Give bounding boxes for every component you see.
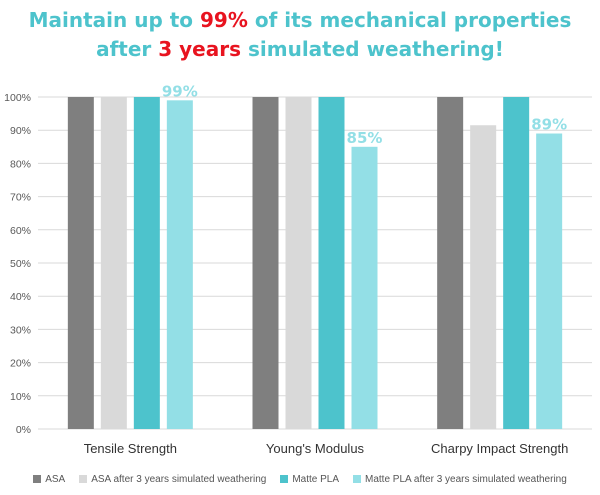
title-text: Maintain up to	[28, 8, 201, 32]
bar	[536, 133, 563, 429]
y-tick-label: 10%	[10, 391, 31, 403]
x-category-label: Charpy Impact Strength	[431, 441, 568, 456]
legend-item: Matte PLA after 3 years simulated weathe…	[353, 474, 567, 485]
legend-label: ASA	[45, 473, 66, 485]
y-tick-label: 80%	[10, 158, 31, 170]
y-tick-label: 30%	[10, 324, 31, 336]
title-highlight: 3 years	[158, 37, 242, 61]
y-tick-label: 0%	[16, 424, 31, 436]
y-tick-label: 70%	[10, 192, 31, 204]
legend-swatch	[79, 475, 88, 483]
legend-item: ASA	[33, 474, 65, 485]
bar	[100, 97, 127, 429]
legend-label: Matte PLA after 3 years simulated weathe…	[365, 473, 567, 485]
y-tick-label: 90%	[10, 125, 31, 137]
data-label: 99%	[162, 82, 198, 100]
data-label: 85%	[347, 129, 383, 147]
legend-swatch	[33, 475, 42, 483]
legend-swatch	[353, 475, 362, 483]
legend-item: Matte PLA	[280, 474, 339, 485]
title-highlight: 99%	[200, 8, 248, 32]
legend-label: ASA after 3 years simulated weathering	[91, 473, 267, 485]
y-tick-label: 50%	[10, 258, 31, 270]
legend-label: Matte PLA	[292, 473, 340, 485]
title-text: simulated weathering!	[241, 37, 504, 61]
legend-item: ASA after 3 years simulated weathering	[79, 474, 266, 485]
bar	[285, 97, 312, 429]
bar-chart: 0% 10% 20% 30% 40% 50% 60% 70% 80% 90% 100% 99% Tens…	[4, 82, 592, 456]
bar	[503, 97, 530, 429]
bar	[252, 97, 279, 429]
bar	[437, 97, 464, 429]
title-text: after	[96, 37, 159, 61]
y-tick-label: 20%	[10, 358, 31, 370]
legend-swatch	[280, 475, 289, 483]
y-tick-label: 40%	[10, 291, 31, 303]
bar	[166, 100, 193, 429]
bar	[351, 146, 378, 430]
bar	[133, 97, 160, 429]
legend: ASA ASA after 3 years simulated weatherin…	[0, 472, 600, 486]
bar	[318, 97, 345, 429]
data-label: 89%	[531, 116, 567, 134]
chart-title: Maintain up to 99% of its mechanical pro…	[0, 6, 600, 64]
x-category-label: Young's Modulus	[266, 441, 365, 456]
title-text: of its mechanical properties	[247, 8, 572, 32]
y-tick-label: 100%	[4, 92, 31, 104]
bar	[470, 125, 497, 429]
x-category-label: Tensile Strength	[84, 441, 177, 456]
bar	[67, 97, 94, 429]
y-tick-label: 60%	[10, 225, 31, 237]
